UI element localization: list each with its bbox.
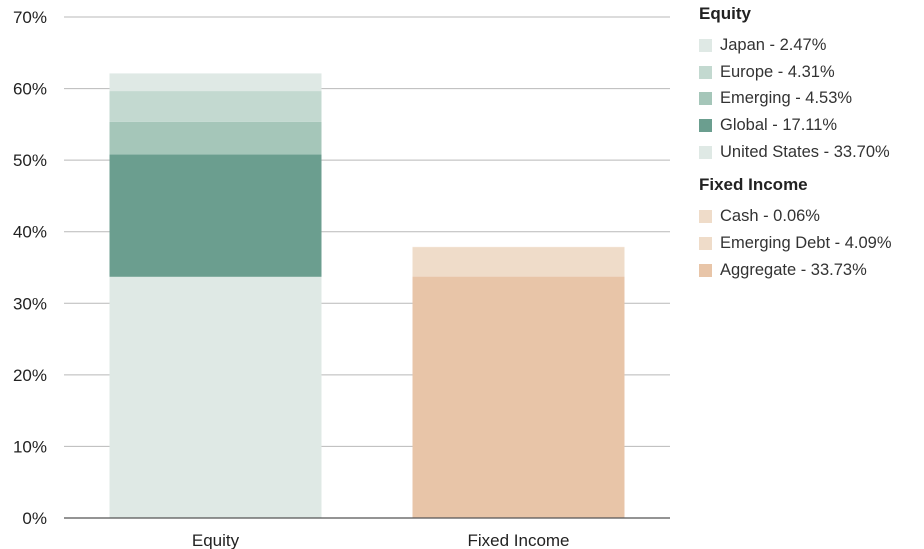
y-tick-label: 0% [22, 509, 47, 528]
legend-swatch [699, 92, 712, 106]
legend-label: Emerging Debt - 4.09% [720, 233, 892, 252]
y-tick-label: 10% [13, 437, 47, 456]
legend-item: Aggregate - 33.73% [699, 257, 921, 284]
legend-item: United States - 33.70% [699, 139, 921, 166]
bar-segment-emerging [109, 121, 322, 155]
y-tick-label: 70% [13, 8, 47, 27]
legend-label: Europe - 4.31% [720, 62, 835, 81]
bar-segment-aggregate [412, 276, 625, 518]
legend-swatch [699, 38, 712, 52]
legend-swatch [699, 65, 712, 79]
legend-group-title: Equity [699, 4, 751, 23]
y-tick-label: 50% [13, 151, 47, 170]
legend-swatch [699, 145, 712, 159]
axes: 0% 10% 20% 30% 40% 50% 60% 70% Equity Fixed Incom… [13, 8, 670, 549]
y-tick-label: 40% [13, 223, 47, 242]
legend-swatch [699, 236, 712, 250]
bar-segment-global [109, 154, 322, 277]
y-tick-label: 20% [13, 366, 47, 385]
x-tick-label: Fixed Income [467, 531, 569, 549]
bar-segment-europe [109, 91, 322, 122]
legend-swatch [699, 210, 712, 224]
bar-segment-japan [109, 73, 322, 92]
legend-group: Fixed Income Cash - 0.06% Emerging Debt - … [699, 175, 921, 283]
legend-group: Equity Japan - 2.47% Europe - 4.31% Emergin… [699, 4, 921, 165]
legend-label: Cash - 0.06% [720, 207, 820, 226]
bar-segment-united-states [109, 276, 322, 518]
y-tick-label: 30% [13, 294, 47, 313]
x-tick-label: Equity [192, 531, 240, 549]
legend-swatch [699, 118, 712, 132]
legend-label: Aggregate - 33.73% [720, 260, 867, 279]
legend-item: Global - 17.11% [699, 112, 921, 139]
legend-item: Europe - 4.31% [699, 59, 921, 86]
bars [109, 73, 625, 518]
legend-item: Japan - 2.47% [699, 32, 921, 59]
legend-item: Cash - 0.06% [699, 203, 921, 230]
legend-label: Global - 17.11% [720, 115, 838, 134]
legend-item: Emerging - 4.53% [699, 85, 921, 112]
bar-segment-emerging-debt [412, 247, 625, 277]
y-tick-label: 60% [13, 80, 47, 99]
legend-swatch [699, 263, 712, 277]
legend-item: Emerging Debt - 4.09% [699, 230, 921, 257]
legend: Equity Japan - 2.47% Europe - 4.31% Emergin… [699, 4, 921, 284]
legend-label: United States - 33.70% [720, 142, 890, 161]
legend-label: Japan - 2.47% [720, 35, 827, 54]
legend-label: Emerging - 4.53% [720, 89, 853, 108]
legend-group-title: Fixed Income [699, 175, 808, 195]
